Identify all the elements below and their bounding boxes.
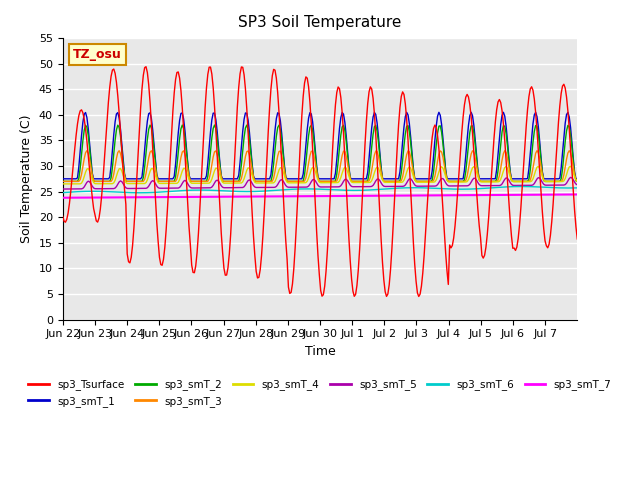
Text: TZ_osu: TZ_osu — [73, 48, 122, 61]
X-axis label: Time: Time — [305, 345, 335, 358]
Legend: sp3_Tsurface, sp3_smT_1, sp3_smT_2, sp3_smT_3, sp3_smT_4, sp3_smT_5, sp3_smT_6, : sp3_Tsurface, sp3_smT_1, sp3_smT_2, sp3_… — [24, 375, 616, 411]
Y-axis label: Soil Temperature (C): Soil Temperature (C) — [20, 115, 33, 243]
Title: SP3 Soil Temperature: SP3 Soil Temperature — [238, 15, 402, 30]
